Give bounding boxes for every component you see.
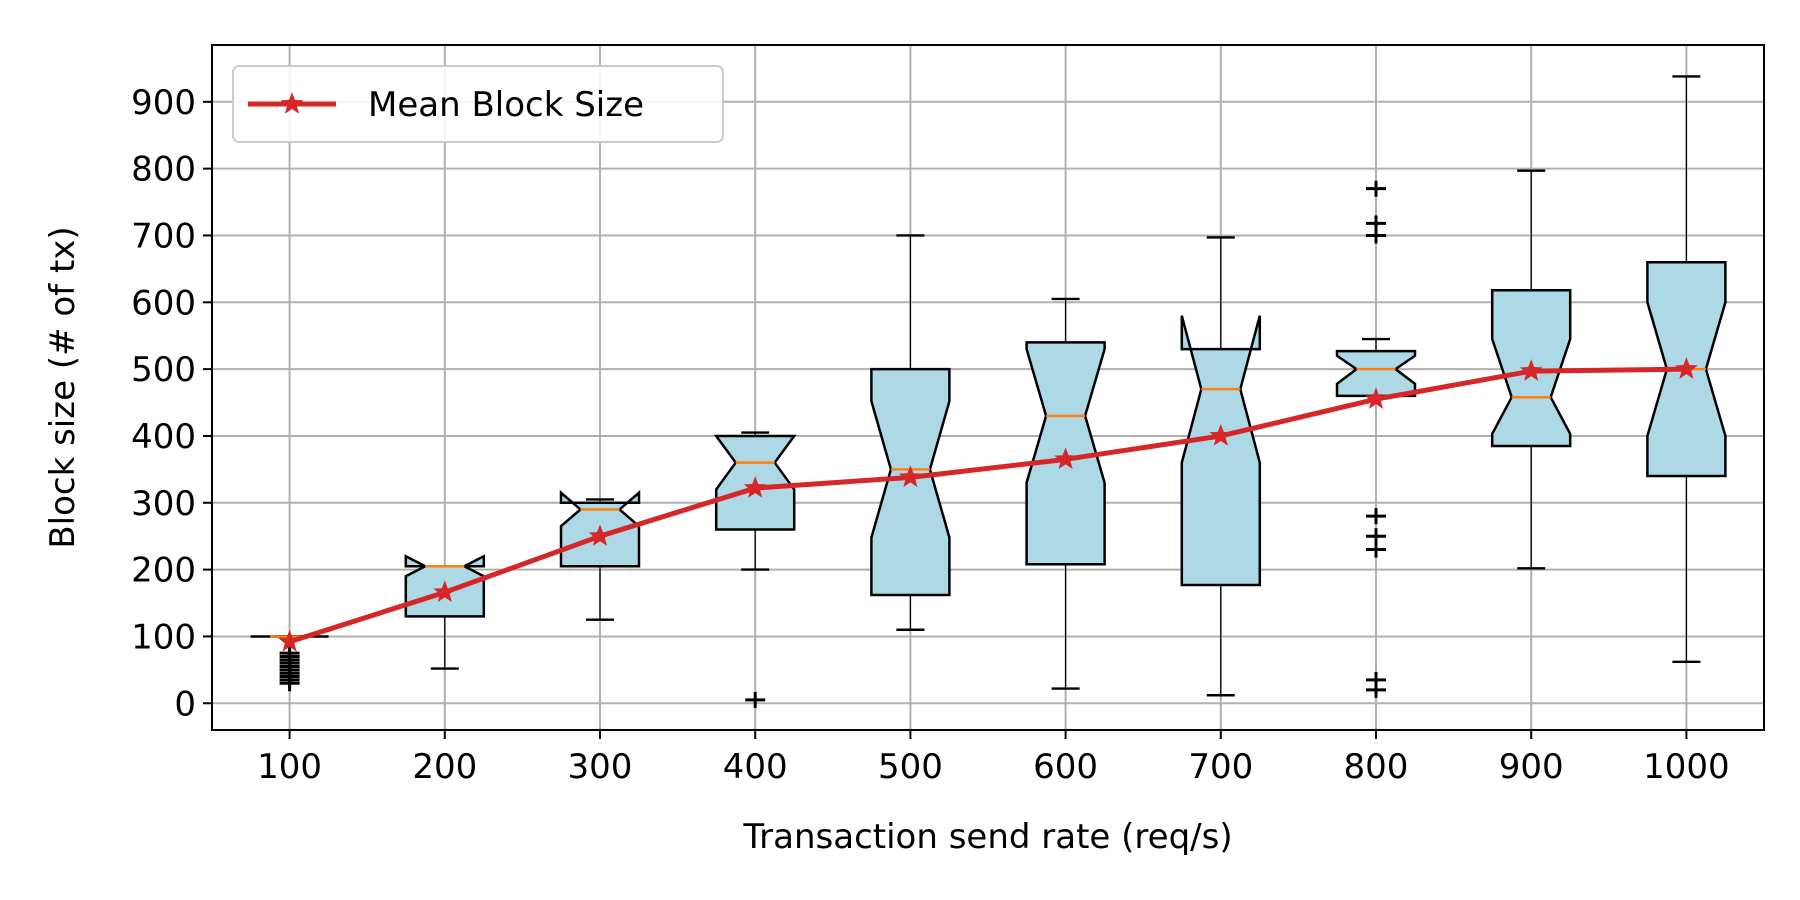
box-700 xyxy=(1180,236,1262,697)
x-tick-label: 400 xyxy=(723,747,788,787)
axes: 100 200 300 400 500 600 700 800 900 1000 0 100 200 30… xyxy=(131,83,1730,787)
y-tick-label: 200 xyxy=(131,551,196,591)
legend-frame xyxy=(232,65,724,143)
y-tick-label: 0 xyxy=(174,684,196,724)
mean-line xyxy=(288,366,1687,645)
x-tick-label: 800 xyxy=(1344,747,1409,787)
mean-point xyxy=(433,580,457,603)
mean-point xyxy=(1674,357,1698,379)
notched-box xyxy=(1180,315,1262,587)
y-tick-label: 300 xyxy=(131,484,196,524)
box-800 xyxy=(1335,180,1417,698)
y-tick-label: 600 xyxy=(131,283,196,323)
x-tick-label: 600 xyxy=(1033,747,1098,787)
y-tick-label: 800 xyxy=(131,150,196,190)
y-tick-label: 100 xyxy=(131,617,196,657)
y-axis-label: Block size (# of tx) xyxy=(43,226,83,548)
mean-point xyxy=(1364,387,1388,409)
mean-point xyxy=(588,524,612,546)
y-tick-label: 400 xyxy=(131,417,196,457)
mean-point xyxy=(898,465,922,488)
x-tick-label: 1000 xyxy=(1643,747,1730,787)
x-axis-label: Transaction send rate (req/s) xyxy=(742,817,1232,857)
y-tick-label: 700 xyxy=(131,216,196,256)
plot-frame xyxy=(211,44,1765,731)
legend-star-marker xyxy=(280,92,304,114)
mean-point xyxy=(1209,423,1233,446)
x-tick-label: 200 xyxy=(412,747,477,787)
mean-point xyxy=(1519,359,1543,381)
mean-series xyxy=(278,357,1698,652)
notched-box xyxy=(1335,349,1417,398)
mean-point xyxy=(743,476,767,498)
x-tick-label: 100 xyxy=(257,747,322,787)
legend: Mean Block Size xyxy=(232,65,724,143)
mean-point xyxy=(278,629,302,652)
y-tick-label: 500 xyxy=(131,350,196,390)
legend-entry-mean-block-size: Mean Block Size xyxy=(368,85,644,125)
y-tick-label: 900 xyxy=(131,83,196,123)
x-tick-label: 300 xyxy=(568,747,633,787)
x-tick-label: 900 xyxy=(1499,747,1564,787)
x-tick-label: 700 xyxy=(1188,747,1253,787)
mean-point xyxy=(1054,447,1078,470)
x-tick-label: 500 xyxy=(878,747,943,787)
